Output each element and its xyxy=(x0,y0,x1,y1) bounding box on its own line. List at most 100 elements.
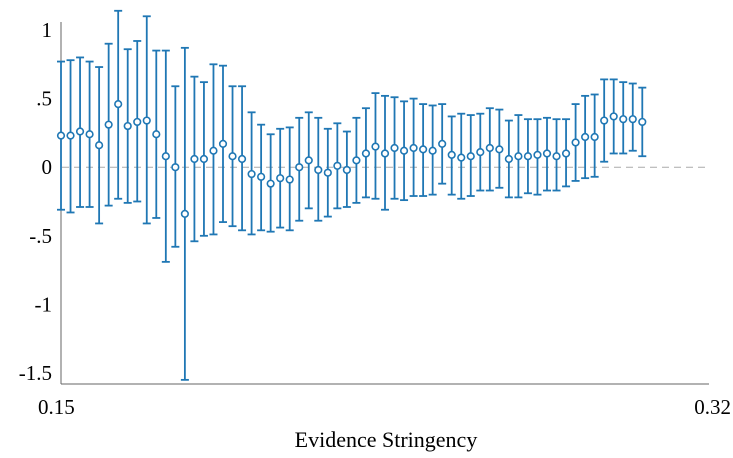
point-marker xyxy=(352,156,361,165)
y-tick-label: -1 xyxy=(35,292,53,316)
y-tick-label: -.5 xyxy=(29,224,52,248)
data-point-33 xyxy=(371,92,380,200)
data-point-14 xyxy=(190,75,199,243)
data-point-26 xyxy=(304,111,313,210)
data-point-6 xyxy=(114,9,123,200)
data-point-51 xyxy=(542,116,552,192)
y-tick-label: 0 xyxy=(42,155,53,179)
data-point-42 xyxy=(457,112,466,200)
data-point-31 xyxy=(352,116,361,204)
point-marker xyxy=(447,150,456,159)
point-marker xyxy=(295,163,304,172)
point-marker xyxy=(581,132,590,142)
point-marker xyxy=(409,143,418,153)
point-marker xyxy=(495,145,504,154)
data-point-29 xyxy=(333,122,342,210)
data-point-38 xyxy=(419,103,428,197)
point-marker xyxy=(142,116,151,125)
point-marker xyxy=(380,149,390,158)
point-marker xyxy=(180,209,189,218)
point-marker xyxy=(628,115,637,124)
point-marker xyxy=(361,149,371,158)
point-marker xyxy=(276,174,285,183)
data-point-8 xyxy=(133,40,142,203)
point-marker xyxy=(371,142,380,151)
data-point-47 xyxy=(504,119,513,199)
point-marker xyxy=(323,168,332,177)
point-marker xyxy=(542,149,552,158)
point-marker xyxy=(228,152,237,161)
point-marker xyxy=(66,131,75,140)
point-marker xyxy=(466,152,475,161)
point-marker xyxy=(190,154,199,164)
x-tick-label: 0.32 xyxy=(694,395,731,419)
data-point-0 xyxy=(56,60,66,211)
point-marker xyxy=(419,145,428,154)
point-marker xyxy=(342,165,351,175)
point-marker xyxy=(266,179,275,188)
point-marker xyxy=(571,138,580,147)
point-marker xyxy=(476,148,485,157)
data-point-30 xyxy=(342,130,351,208)
data-point-59 xyxy=(619,81,628,155)
y-tick-label: .5 xyxy=(36,87,52,111)
point-marker xyxy=(514,152,523,161)
point-marker xyxy=(504,154,513,164)
data-point-27 xyxy=(314,116,323,222)
data-point-49 xyxy=(523,118,533,195)
point-marker xyxy=(533,150,542,159)
point-marker xyxy=(95,141,104,150)
point-marker xyxy=(171,163,180,172)
data-point-52 xyxy=(552,118,561,192)
point-marker xyxy=(123,121,132,131)
point-marker xyxy=(199,154,209,164)
point-marker xyxy=(609,112,618,121)
data-point-7 xyxy=(123,48,132,204)
x-tick-labels: 0.15 0.32 xyxy=(38,395,731,419)
data-point-12 xyxy=(171,85,180,248)
data-point-4 xyxy=(95,66,104,225)
point-marker xyxy=(133,117,142,127)
point-marker xyxy=(390,143,399,153)
data-point-46 xyxy=(495,108,504,189)
data-point-45 xyxy=(485,107,494,192)
point-marker xyxy=(561,149,571,158)
data-point-20 xyxy=(247,111,256,236)
data-point-16 xyxy=(209,63,218,236)
data-point-22 xyxy=(266,133,275,233)
point-marker xyxy=(523,152,533,161)
data-point-53 xyxy=(561,118,571,188)
data-point-15 xyxy=(199,81,209,237)
data-points xyxy=(56,9,647,381)
data-point-11 xyxy=(161,49,170,263)
point-marker xyxy=(457,153,466,162)
point-marker xyxy=(237,154,247,164)
data-point-23 xyxy=(276,127,285,229)
point-marker xyxy=(114,99,123,109)
data-point-32 xyxy=(361,107,371,199)
point-marker xyxy=(619,115,628,124)
point-marker xyxy=(209,146,218,155)
data-point-54 xyxy=(571,103,580,182)
data-point-1 xyxy=(66,59,75,214)
point-marker xyxy=(428,146,437,155)
data-point-24 xyxy=(285,126,294,232)
data-point-10 xyxy=(152,49,161,219)
data-point-28 xyxy=(323,127,332,218)
data-point-9 xyxy=(142,15,151,225)
y-tick-label: -1.5 xyxy=(19,361,52,385)
point-marker xyxy=(600,116,609,125)
data-point-41 xyxy=(447,115,456,196)
data-point-44 xyxy=(476,112,485,192)
data-point-13 xyxy=(180,46,189,381)
point-marker xyxy=(304,156,313,165)
data-point-3 xyxy=(85,60,94,208)
point-marker xyxy=(75,127,85,136)
data-point-35 xyxy=(390,96,399,200)
x-axis-title: Evidence Stringency xyxy=(295,427,478,452)
point-marker xyxy=(333,161,342,170)
data-point-19 xyxy=(237,85,247,232)
point-marker xyxy=(285,175,294,184)
data-point-5 xyxy=(104,42,113,207)
